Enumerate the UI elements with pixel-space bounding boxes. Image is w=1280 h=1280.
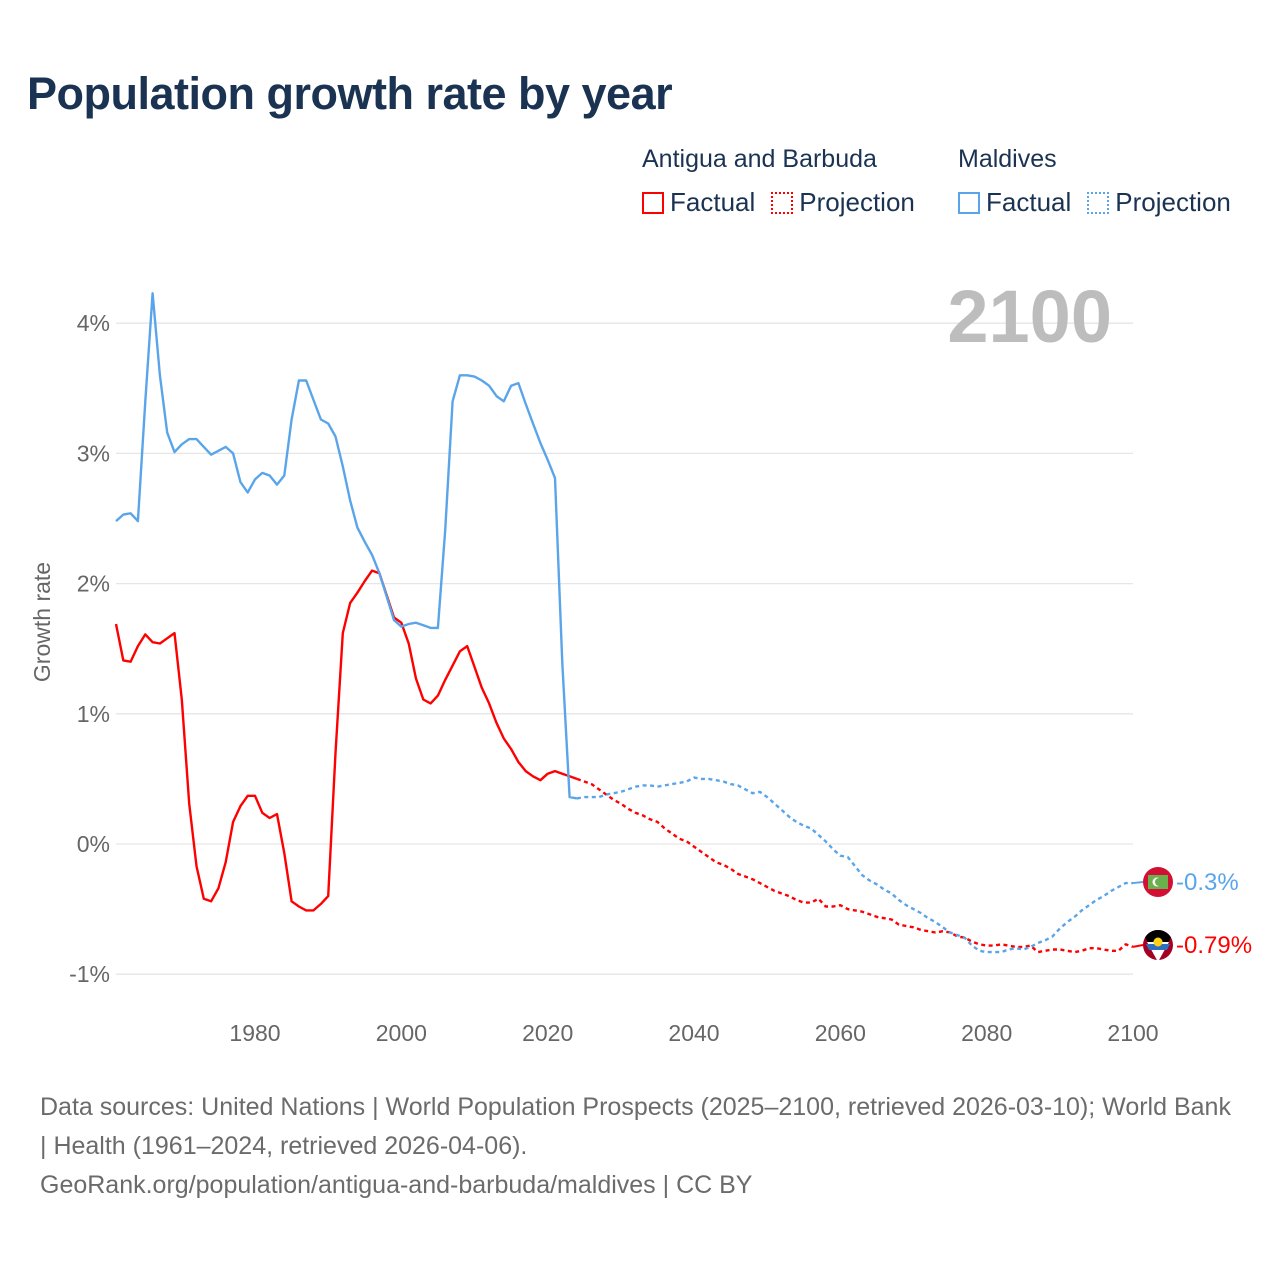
legend-maldives: Maldives Factual Projection xyxy=(958,145,1231,218)
x-tick-label: 1980 xyxy=(229,1020,280,1046)
antigua-flag-icon xyxy=(1143,930,1173,960)
x-tick-label: 2100 xyxy=(1107,1020,1158,1046)
sources-link[interactable]: GeoRank.org/population/antigua-and-barbu… xyxy=(40,1171,753,1199)
legend-antigua-projection[interactable]: Projection xyxy=(771,187,915,218)
x-tick-label: 2040 xyxy=(668,1020,719,1046)
swatch-dotted-icon xyxy=(1087,191,1110,214)
line-chart: -1% 0% 1% 2% 3% 4% 1980 2000 2020 2040 2060 2080 210… xyxy=(29,275,1252,1046)
end-connector xyxy=(1132,881,1144,885)
x-tick-label: 2020 xyxy=(522,1020,573,1046)
legend-maldives-factual[interactable]: Factual xyxy=(958,187,1071,218)
legend-label: Projection xyxy=(799,187,915,217)
end-connector xyxy=(1132,944,1144,948)
legend-country-name: Antigua and Barbuda xyxy=(642,145,877,173)
legend-label: Projection xyxy=(1115,187,1231,217)
legend-antigua-factual[interactable]: Factual xyxy=(642,187,755,218)
y-tick-label: 3% xyxy=(77,440,110,466)
chart-title: Population growth rate by year xyxy=(27,68,673,119)
y-axis-label: Growth rate xyxy=(29,562,55,682)
antigua-factual-line xyxy=(114,569,578,912)
swatch-dotted-icon xyxy=(771,191,794,214)
year-display: 2100 xyxy=(947,275,1112,358)
sources-text: Data sources: United Nations | World Pop… xyxy=(40,1093,1231,1160)
swatch-solid-icon xyxy=(958,191,980,214)
x-tick-label: 2080 xyxy=(961,1020,1012,1046)
data-sources: Data sources: United Nations | World Pop… xyxy=(40,1088,1240,1205)
legend-label: Factual xyxy=(670,187,756,217)
y-tick-label: 0% xyxy=(77,831,110,857)
x-tick-label: 2060 xyxy=(815,1020,866,1046)
maldives-flag-icon xyxy=(1143,867,1173,897)
legend-maldives-projection[interactable]: Projection xyxy=(1087,187,1231,218)
y-tick-label: 1% xyxy=(77,701,110,727)
maldives-factual-line xyxy=(115,292,578,800)
x-tick-label: 2000 xyxy=(376,1020,427,1046)
legend-label: Factual xyxy=(986,187,1072,217)
y-tick-label: 4% xyxy=(77,310,110,336)
legend-country-name: Maldives xyxy=(958,145,1057,173)
antigua-projection-line xyxy=(576,777,1134,954)
maldives-end-label: -0.3% xyxy=(1176,869,1239,896)
y-tick-label: -1% xyxy=(69,961,110,987)
y-tick-label: 2% xyxy=(77,571,110,597)
swatch-solid-icon xyxy=(642,191,664,214)
maldives-projection-line xyxy=(576,776,1133,954)
antigua-end-label: -0.79% xyxy=(1176,932,1252,959)
legend-antigua: Antigua and Barbuda Factual Projection xyxy=(642,145,915,218)
